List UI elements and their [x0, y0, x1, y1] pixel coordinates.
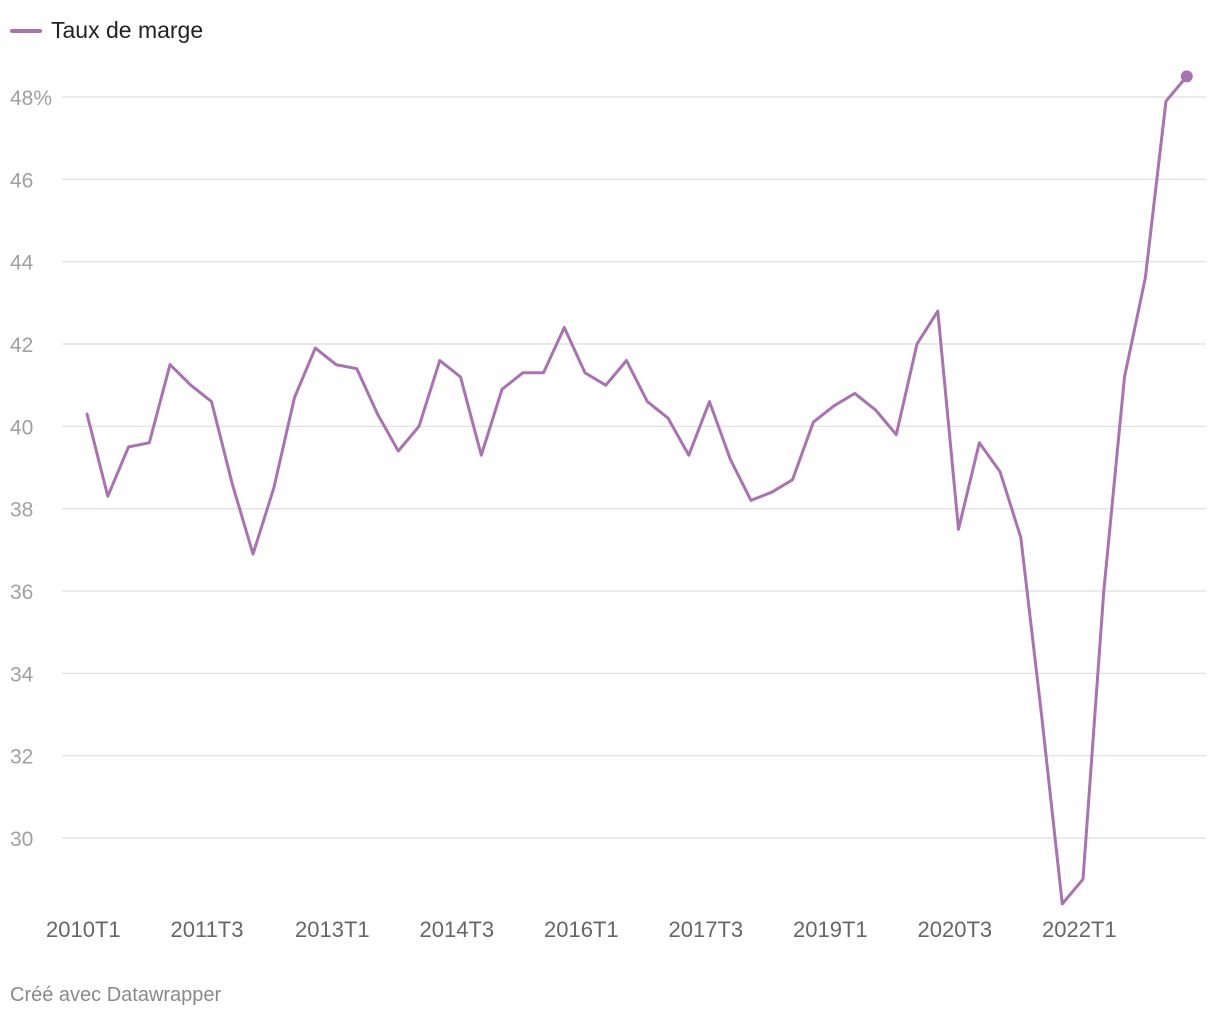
y-tick-label-46: 46	[10, 169, 33, 192]
y-tick-label-32: 32	[10, 746, 33, 769]
y-tick-label-42: 42	[10, 334, 33, 357]
y-axis-ticks: 48% 46 44 42 40 38 36 34 32 30	[10, 87, 52, 851]
y-tick-label-44: 44	[10, 252, 34, 275]
series-line-taux-de-marge	[85, 74, 1189, 906]
y-tick-label-48: 48%	[10, 87, 52, 110]
x-tick-label-2022T1: 2022T1	[1042, 917, 1117, 942]
x-tick-label-2019T1: 2019T1	[793, 917, 868, 942]
x-axis-ticks: 2010T1 2011T3 2013T1 2014T3 2016T1 2017T3 2019…	[46, 917, 1117, 942]
x-tick-label-2016T1: 2016T1	[544, 917, 619, 942]
y-tick-label-36: 36	[10, 581, 33, 604]
legend-label: Taux de marge	[51, 17, 204, 43]
legend-swatch	[10, 28, 42, 33]
series-layer	[85, 70, 1193, 906]
legend: Taux de marge	[10, 17, 203, 44]
x-tick-label-2017T3: 2017T3	[669, 917, 744, 942]
y-tick-label-40: 40	[10, 416, 33, 439]
gridlines	[62, 96, 1206, 839]
x-tick-label-2014T3: 2014T3	[420, 917, 495, 942]
y-tick-label-34: 34	[10, 663, 34, 686]
y-tick-label-30: 30	[10, 828, 33, 851]
y-tick-label-38: 38	[10, 499, 33, 522]
footer-credit: Créé avec Datawrapper	[10, 984, 222, 1006]
x-tick-label-2013T1: 2013T1	[295, 917, 370, 942]
last-point-marker	[1180, 70, 1193, 83]
x-tick-label-2020T3: 2020T3	[918, 917, 993, 942]
x-tick-label-2010T1: 2010T1	[46, 917, 121, 942]
x-tick-label-2011T3: 2011T3	[171, 917, 244, 942]
